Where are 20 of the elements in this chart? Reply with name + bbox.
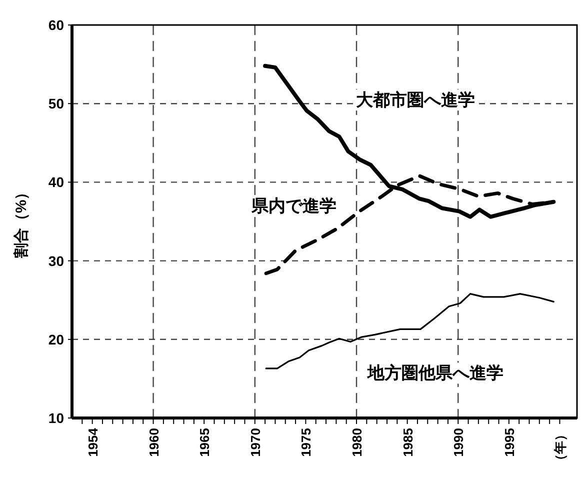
y-tick-label: 60	[48, 17, 64, 33]
y-tick-label: 50	[48, 96, 64, 112]
x-tick-label: 1995	[502, 428, 517, 457]
x-tick-label: 1980	[350, 428, 365, 457]
x-tick-label: 1990	[451, 428, 466, 457]
x-tick-label: 1954	[85, 427, 100, 457]
y-tick-label: 30	[48, 252, 64, 269]
x-tick-label: 1965	[197, 428, 212, 457]
y-tick-label: 40	[48, 174, 64, 190]
y-axis-title: 割合（%）	[13, 184, 30, 260]
series-label: 県内で進学	[250, 196, 337, 216]
x-tick-label: 1970	[248, 428, 263, 457]
x-tick-label: （年）	[552, 428, 568, 467]
x-tick-label: 1960	[146, 428, 162, 457]
series-label: 大都市圏へ進学	[356, 90, 475, 110]
y-tick-label: 20	[48, 331, 64, 348]
series-label: 地方圏他県へ進学	[366, 364, 504, 383]
x-tick-label: 1975	[298, 428, 314, 457]
y-tick-label: 10	[48, 410, 64, 426]
x-tick-label: 1985	[400, 428, 416, 457]
